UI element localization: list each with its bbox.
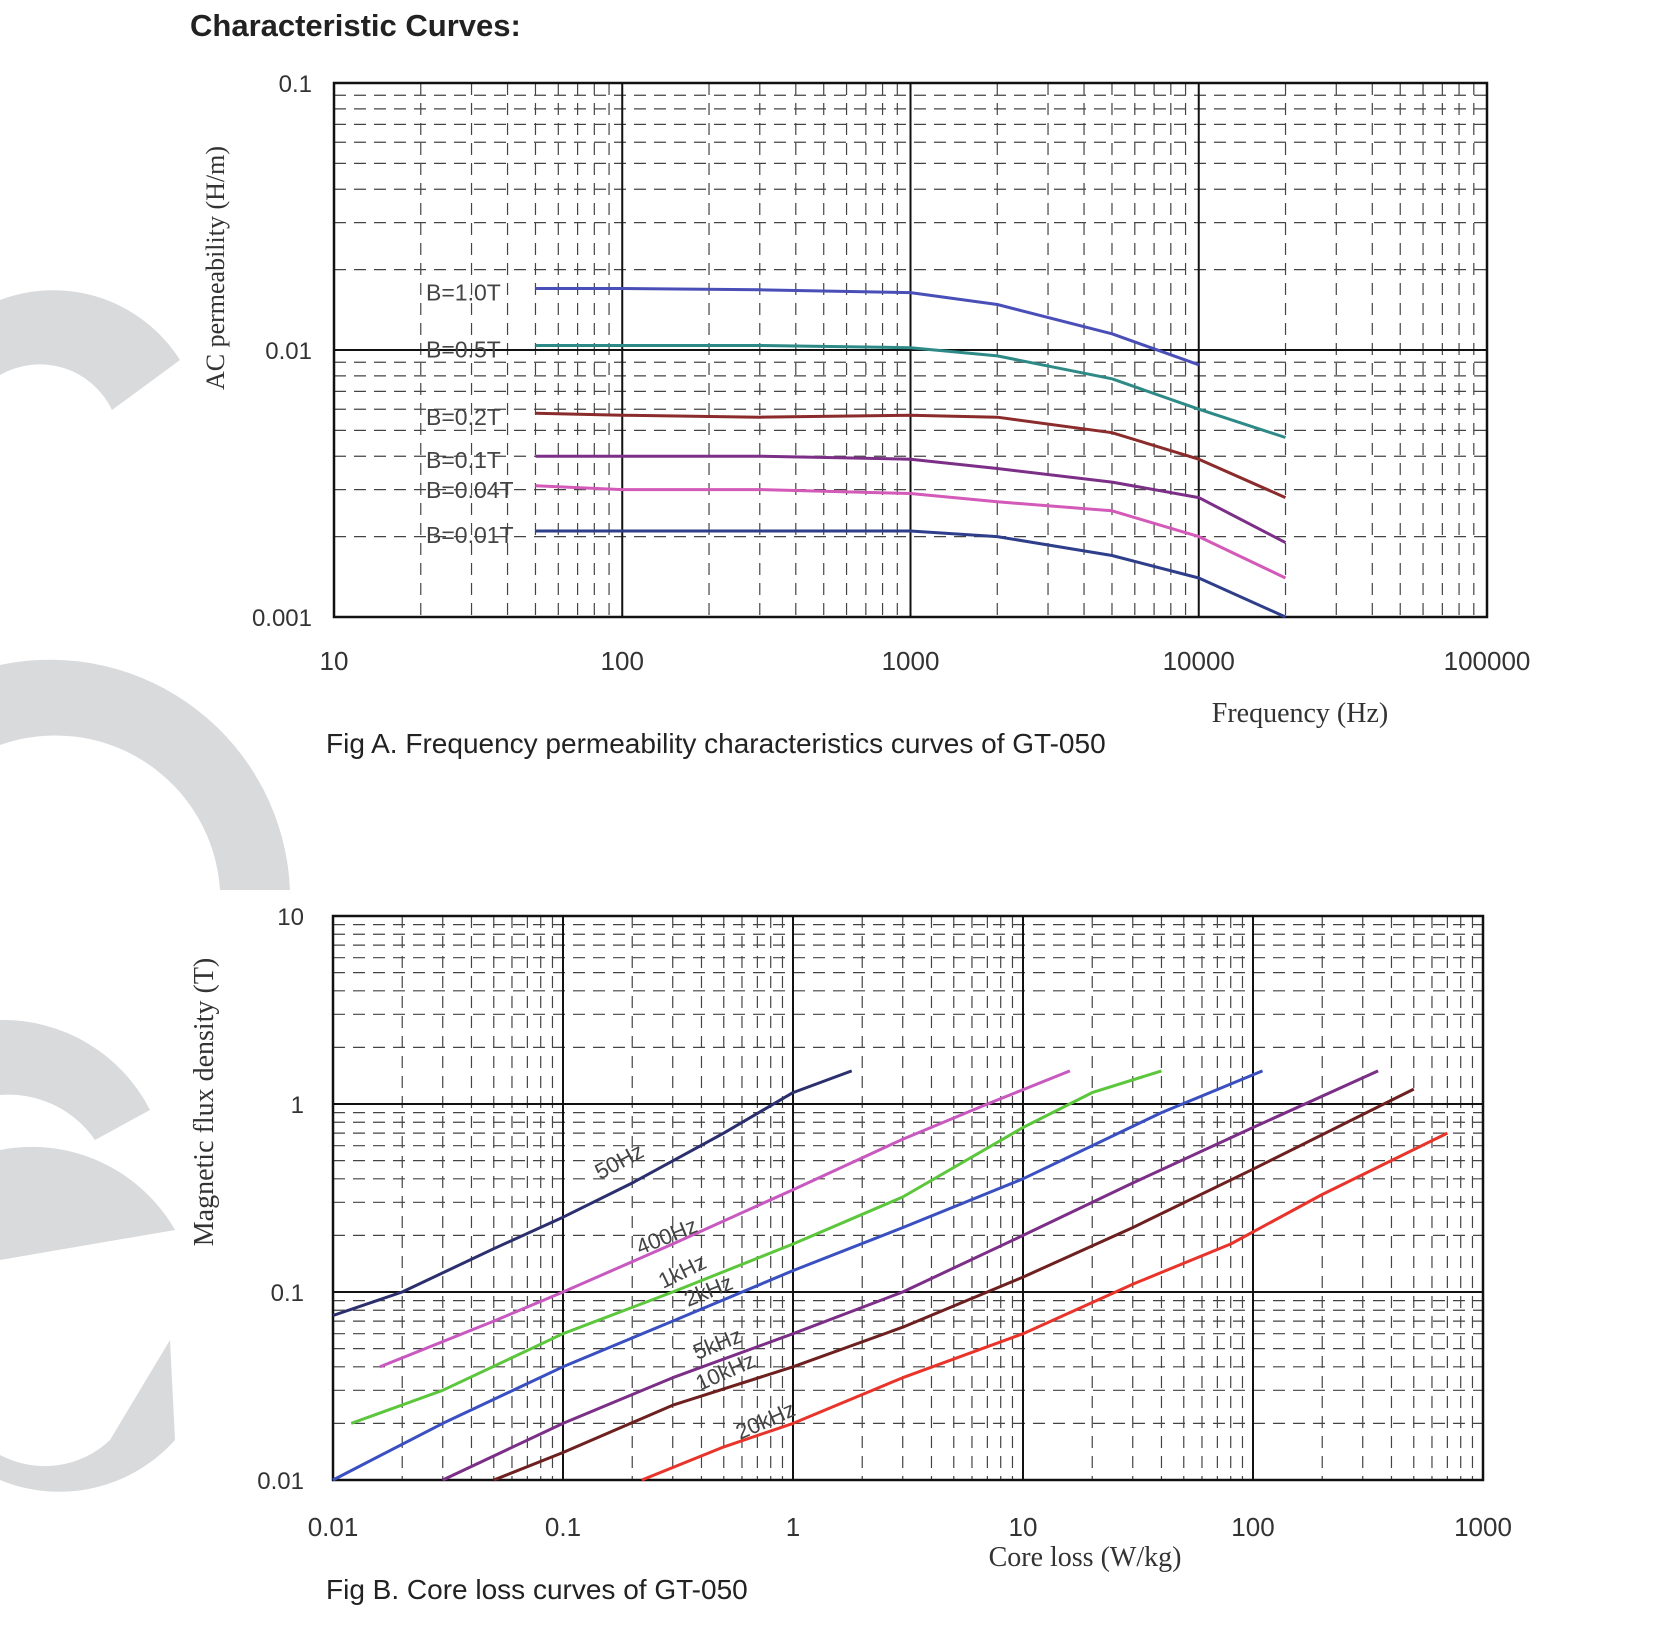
x-tick-label: 10	[320, 646, 349, 676]
plot-frame	[331, 914, 1485, 1482]
series-line-b-0-2t	[535, 411, 1287, 499]
y-tick-label: 0.01	[265, 338, 312, 365]
series-line-2khz	[332, 1069, 1264, 1482]
chart-b-grid	[331, 914, 1485, 1482]
y-tick-label: 0.1	[279, 71, 312, 98]
x-tick-label: 10000	[1163, 646, 1235, 676]
page-heading: Characteristic Curves:	[190, 8, 521, 43]
y-tick-label: 0.1	[271, 1280, 304, 1307]
x-tick-label: 100000	[1444, 646, 1531, 676]
chart-b-caption: Fig B. Core loss curves of GT-050	[326, 1574, 748, 1605]
series-label: B=0.1T	[426, 447, 501, 473]
series-line-20khz	[641, 1131, 1449, 1482]
series-line-5khz	[442, 1069, 1379, 1482]
series-line-50hz	[332, 1069, 853, 1317]
chart-b-x-axis-label: Core loss (W/kg)	[989, 1542, 1182, 1573]
x-tick-label: 10	[1009, 1512, 1038, 1542]
y-tick-label: 0.01	[257, 1468, 304, 1495]
series-label: B=0.5T	[426, 336, 501, 362]
chart-a-tick-labels: 10 100 1000 10000 100000 0.001 0.01 0.1	[252, 71, 1530, 676]
chart-a-grid	[332, 81, 1489, 619]
series-line-b-0-04t	[535, 484, 1287, 580]
x-tick-label: 100	[1231, 1512, 1274, 1542]
x-tick-label: 100	[601, 646, 644, 676]
x-tick-label: 1000	[1454, 1512, 1512, 1542]
x-tick-label: 0.01	[308, 1512, 359, 1542]
chart-permeability: B=1.0T B=0.5T B=0.2T B=0.1T B=0.04T B=0.01T 1…	[201, 71, 1530, 729]
series-line-1khz	[350, 1069, 1162, 1425]
chart-a-x-axis-label: Frequency (Hz)	[1212, 698, 1388, 729]
y-tick-label: 10	[277, 904, 304, 931]
series-label: B=0.2T	[426, 404, 501, 430]
chart-a-curves	[535, 287, 1287, 619]
series-line-b-0-01t	[535, 529, 1287, 619]
series-line-b-1-0t	[535, 287, 1200, 367]
chart-b-y-axis-label: Magnetic flux density (T)	[189, 958, 220, 1246]
chart-b-tick-labels: 0.01 0.1 1 10 100 1000 0.01 0.1 1 10	[257, 904, 1512, 1542]
series-label: B=0.04T	[426, 477, 514, 503]
chart-a-labels: B=1.0T B=0.5T B=0.2T B=0.1T B=0.04T B=0.01T	[426, 279, 514, 547]
series-label: B=0.01T	[426, 522, 514, 548]
x-tick-label: 0.1	[545, 1512, 581, 1542]
x-tick-label: 1	[786, 1512, 800, 1542]
chart-a-y-axis-label: AC permeability (H/m)	[201, 146, 230, 390]
series-line-400hz	[379, 1069, 1071, 1369]
plot-frame	[332, 81, 1489, 619]
x-tick-label: 1000	[882, 646, 940, 676]
chart-b-curves	[332, 1069, 1449, 1482]
series-line-10khz	[493, 1087, 1415, 1482]
series-label: B=1.0T	[426, 279, 501, 305]
y-tick-label: 1	[291, 1092, 304, 1119]
y-tick-label: 0.001	[252, 605, 312, 632]
series-line-b-0-1t	[535, 454, 1287, 544]
chart-a-caption: Fig A. Frequency permeability characteri…	[326, 728, 1106, 759]
series-line-b-0-5t	[535, 344, 1286, 439]
